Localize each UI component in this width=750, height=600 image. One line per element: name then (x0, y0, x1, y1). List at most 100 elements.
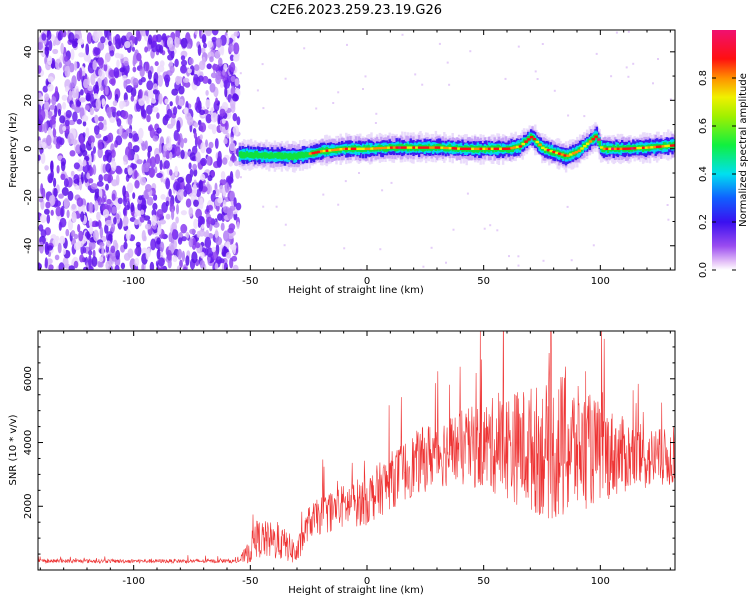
noise-cell (46, 30, 52, 41)
speckle-cell (610, 75, 613, 78)
noise-cell (131, 46, 135, 52)
noise-cell (50, 160, 54, 173)
track-cell (280, 152, 284, 160)
noise-cell (79, 254, 84, 263)
noise-cell (193, 168, 198, 177)
colorbar-gradient (712, 30, 736, 270)
noise-cell (193, 179, 197, 185)
track-peak-cell (451, 147, 455, 150)
track-cell (293, 152, 296, 159)
noise-cell (61, 30, 67, 38)
track-peak-cell (465, 147, 469, 150)
noise-cell (233, 197, 237, 208)
noise-cell (115, 135, 123, 146)
speckle-cell (401, 33, 404, 36)
noise-cell (97, 142, 103, 150)
noise-cell (188, 188, 193, 194)
noise-cell (203, 42, 207, 49)
noise-cell (121, 132, 128, 140)
noise-cell (158, 64, 165, 73)
noise-cell (77, 38, 85, 45)
noise-cell (175, 95, 180, 106)
track-peak-cell (392, 146, 397, 149)
noise-cell (145, 30, 149, 37)
noise-cell (90, 93, 95, 105)
spectrogram-frame (37, 29, 676, 271)
noise-cell (218, 57, 223, 67)
noise-cell (141, 143, 147, 151)
noise-cell (104, 30, 108, 38)
noise-cell (87, 135, 95, 145)
track-peak-cell (535, 140, 539, 144)
noise-cell (191, 251, 198, 264)
noise-cell (169, 151, 173, 160)
noise-cell (40, 183, 44, 195)
noise-cell (187, 68, 192, 74)
noise-cell (50, 209, 54, 216)
noise-cell (101, 98, 106, 106)
noise-cell (146, 80, 154, 91)
noise-cell (70, 230, 76, 237)
noise-cell (142, 109, 147, 119)
track-peak-cell (398, 146, 402, 149)
snr-frame (37, 330, 676, 571)
noise-cell (122, 74, 127, 81)
track-cell (301, 152, 305, 159)
noise-cell (92, 249, 96, 258)
speckle-cell (256, 89, 259, 92)
noise-cell (168, 232, 173, 243)
noise-cell (68, 32, 75, 43)
speckle-cell (381, 189, 384, 192)
speckle-cell (483, 227, 486, 230)
track-cell (248, 152, 251, 158)
noise-cell (164, 114, 170, 122)
speckle-cell (261, 63, 264, 66)
noise-cell (168, 188, 172, 197)
spectrogram-x-axis-label: Height of straight line (km) (288, 285, 424, 296)
noise-cell (174, 146, 181, 157)
track-peak-cell (664, 144, 668, 148)
noise-cell (48, 40, 53, 52)
noise-cell (156, 172, 163, 179)
y-tick-label: -20 (23, 189, 34, 205)
track-peak-cell (490, 147, 495, 150)
track-peak-cell (356, 147, 360, 150)
noise-cell (180, 37, 188, 49)
noise-cell (47, 83, 54, 92)
track-peak-cell (434, 146, 439, 149)
track-peak-cell (381, 146, 385, 150)
speckle-cell (332, 102, 335, 104)
noise-cell (233, 31, 240, 37)
noise-cell (206, 155, 211, 166)
noise-cell (59, 217, 67, 228)
track-cell (256, 152, 260, 159)
noise-cell (111, 206, 117, 214)
noise-cell (80, 172, 84, 183)
noise-cell (132, 145, 140, 153)
track-cell (294, 153, 298, 160)
track-cell (287, 153, 291, 161)
noise-cell (67, 190, 74, 201)
noise-cell (199, 109, 205, 116)
track-peak-cell (373, 147, 377, 150)
noise-cell (71, 211, 77, 223)
noise-cell (62, 247, 66, 255)
noise-cell (150, 156, 156, 168)
noise-cell (111, 179, 118, 187)
noise-cell (46, 245, 54, 251)
noise-cell (38, 109, 46, 122)
noise-cell (78, 230, 84, 242)
noise-cell (99, 242, 105, 248)
speckle-cell (374, 122, 377, 124)
noise-cell (228, 43, 234, 53)
noise-cell (122, 215, 129, 226)
track-peak-cell (599, 146, 604, 149)
noise-cell (74, 30, 80, 35)
noise-cell (196, 189, 201, 198)
noise-cell (52, 238, 59, 247)
noise-cell (44, 208, 50, 215)
noise-cell (106, 152, 112, 164)
track-peak-cell (597, 138, 601, 141)
track-peak-cell (546, 149, 551, 152)
track-peak-cell (420, 146, 425, 149)
